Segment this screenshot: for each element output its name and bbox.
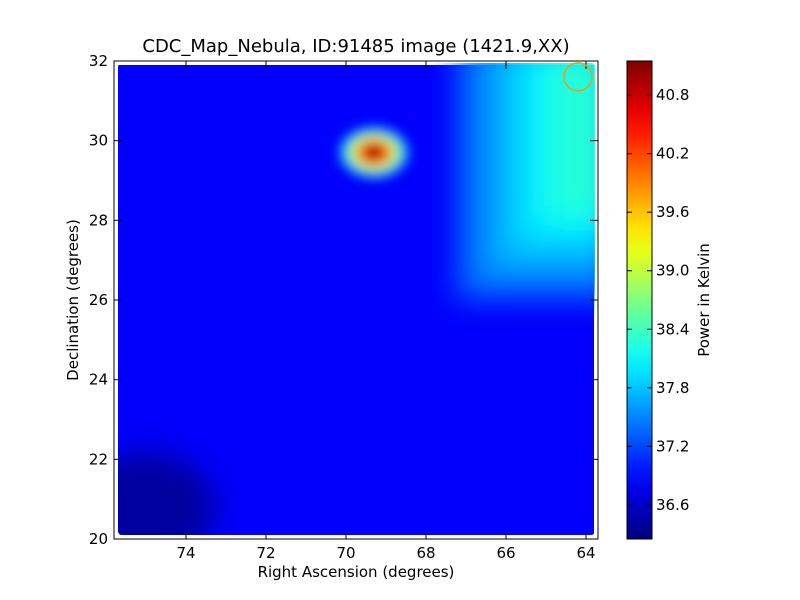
hotspot-ring-4 <box>364 145 384 160</box>
x-tick-label: 72 <box>256 544 275 562</box>
colorbar-tick-label: 39.6 <box>656 203 689 221</box>
colorbar-tick-label: 40.8 <box>656 86 689 104</box>
cold-region <box>118 452 216 535</box>
y-tick-label: 24 <box>89 371 108 389</box>
colorbar-tick-label: 39.0 <box>656 262 689 280</box>
colorbar-axis: 36.6 37.2 37.8 38.4 39.0 39.6 40.2 40.8 <box>627 86 689 514</box>
heatmap-hotspot-features <box>339 127 409 179</box>
heatmap-image <box>118 63 595 535</box>
y-axis-label: Declination (degrees) <box>64 219 82 381</box>
colorbar-label: Power in Kelvin <box>695 243 713 357</box>
colorbar-tick-label: 37.8 <box>656 379 689 397</box>
x-tick-label: 64 <box>576 544 595 562</box>
x-axis-label: Right Ascension (degrees) <box>258 563 455 581</box>
warm-edge-band <box>548 63 595 216</box>
colorbar-tick-label: 40.2 <box>656 145 689 163</box>
x-tick-label: 74 <box>176 544 195 562</box>
x-tick-label: 68 <box>416 544 435 562</box>
x-tick-label: 70 <box>336 544 355 562</box>
y-tick-label: 32 <box>89 52 108 70</box>
heatmap-smooth-features <box>118 63 595 535</box>
colorbar-tick-label: 36.6 <box>656 496 689 514</box>
colorbar-tick-label: 37.2 <box>656 437 689 455</box>
y-tick-label: 26 <box>89 291 108 309</box>
marker-circle <box>563 62 593 92</box>
y-tick-label: 30 <box>89 132 108 150</box>
y-tick-label: 28 <box>89 211 108 229</box>
x-axis: 74 72 70 68 66 64 <box>176 61 596 562</box>
chart-title: CDC_Map_Nebula, ID:91485 image (1421.9,X… <box>142 36 569 57</box>
x-tick-label: 66 <box>496 544 515 562</box>
y-tick-label: 22 <box>89 450 108 468</box>
y-axis: 20 22 24 26 28 30 32 <box>89 52 598 548</box>
y-tick-label: 20 <box>89 530 108 548</box>
colorbar-tick-label: 38.4 <box>656 320 689 338</box>
colorbar <box>626 60 653 540</box>
